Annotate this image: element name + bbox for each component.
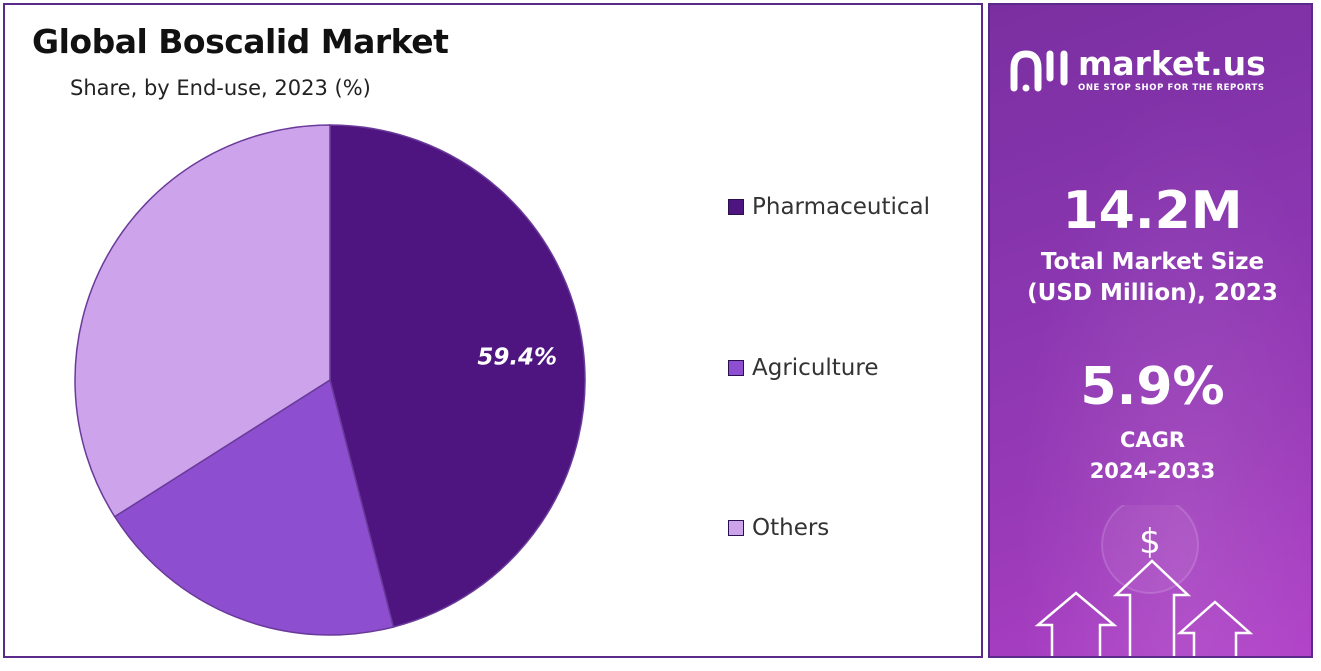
market-size-label-line1: Total Market Size [1040, 249, 1265, 275]
legend-label: Agriculture [752, 355, 879, 381]
chart-title: Global Boscalid Market [32, 22, 449, 61]
legend-item-agriculture: Agriculture [728, 355, 879, 381]
legend-swatch [728, 199, 744, 215]
market-size-label-line2: (USD Million), 2023 [1027, 280, 1278, 306]
legend-item-pharmaceutical: Pharmaceutical [728, 194, 930, 220]
panel-background-overlay [990, 5, 1311, 656]
legend-swatch [728, 520, 744, 536]
legend-swatch [728, 360, 744, 376]
dollar-icon: $ [1139, 522, 1161, 562]
up-arrow-icon [1034, 591, 1118, 656]
market-us-logo-icon [1010, 50, 1068, 92]
pie-slice-others [74, 124, 331, 518]
cagr-value: 5.9% [1080, 357, 1225, 417]
pie-chart: 59.4% [74, 124, 586, 636]
cagr-label-line1: CAGR [1119, 428, 1186, 452]
up-arrow-icon [1112, 559, 1192, 656]
chart-subtitle: Share, by End-use, 2023 (%) [70, 76, 371, 100]
coin-graphic [1101, 505, 1199, 594]
legend-label: Others [752, 515, 830, 541]
pie-slice-pharmaceutical [329, 124, 586, 628]
legend-label: Pharmaceutical [752, 194, 931, 220]
pie-slice-agriculture [113, 378, 395, 636]
market-size-value: 14.2M [1062, 181, 1243, 241]
brand-name: market.us [1078, 44, 1266, 83]
brand-tagline: ONE STOP SHOP FOR THE REPORTS [1078, 83, 1265, 93]
pie-data-label: 59.4% [477, 344, 557, 370]
up-arrow-icon [1176, 600, 1254, 656]
growth-graphic: $ [1034, 505, 1254, 656]
legend-item-others: Others [728, 515, 829, 541]
summary-panel: market.us ONE STOP SHOP FOR THE REPORTS … [988, 3, 1313, 658]
brand-logo: market.us ONE STOP SHOP FOR THE REPORTS [1010, 47, 1266, 93]
cagr-label-line2: 2024-2033 [1089, 459, 1216, 483]
